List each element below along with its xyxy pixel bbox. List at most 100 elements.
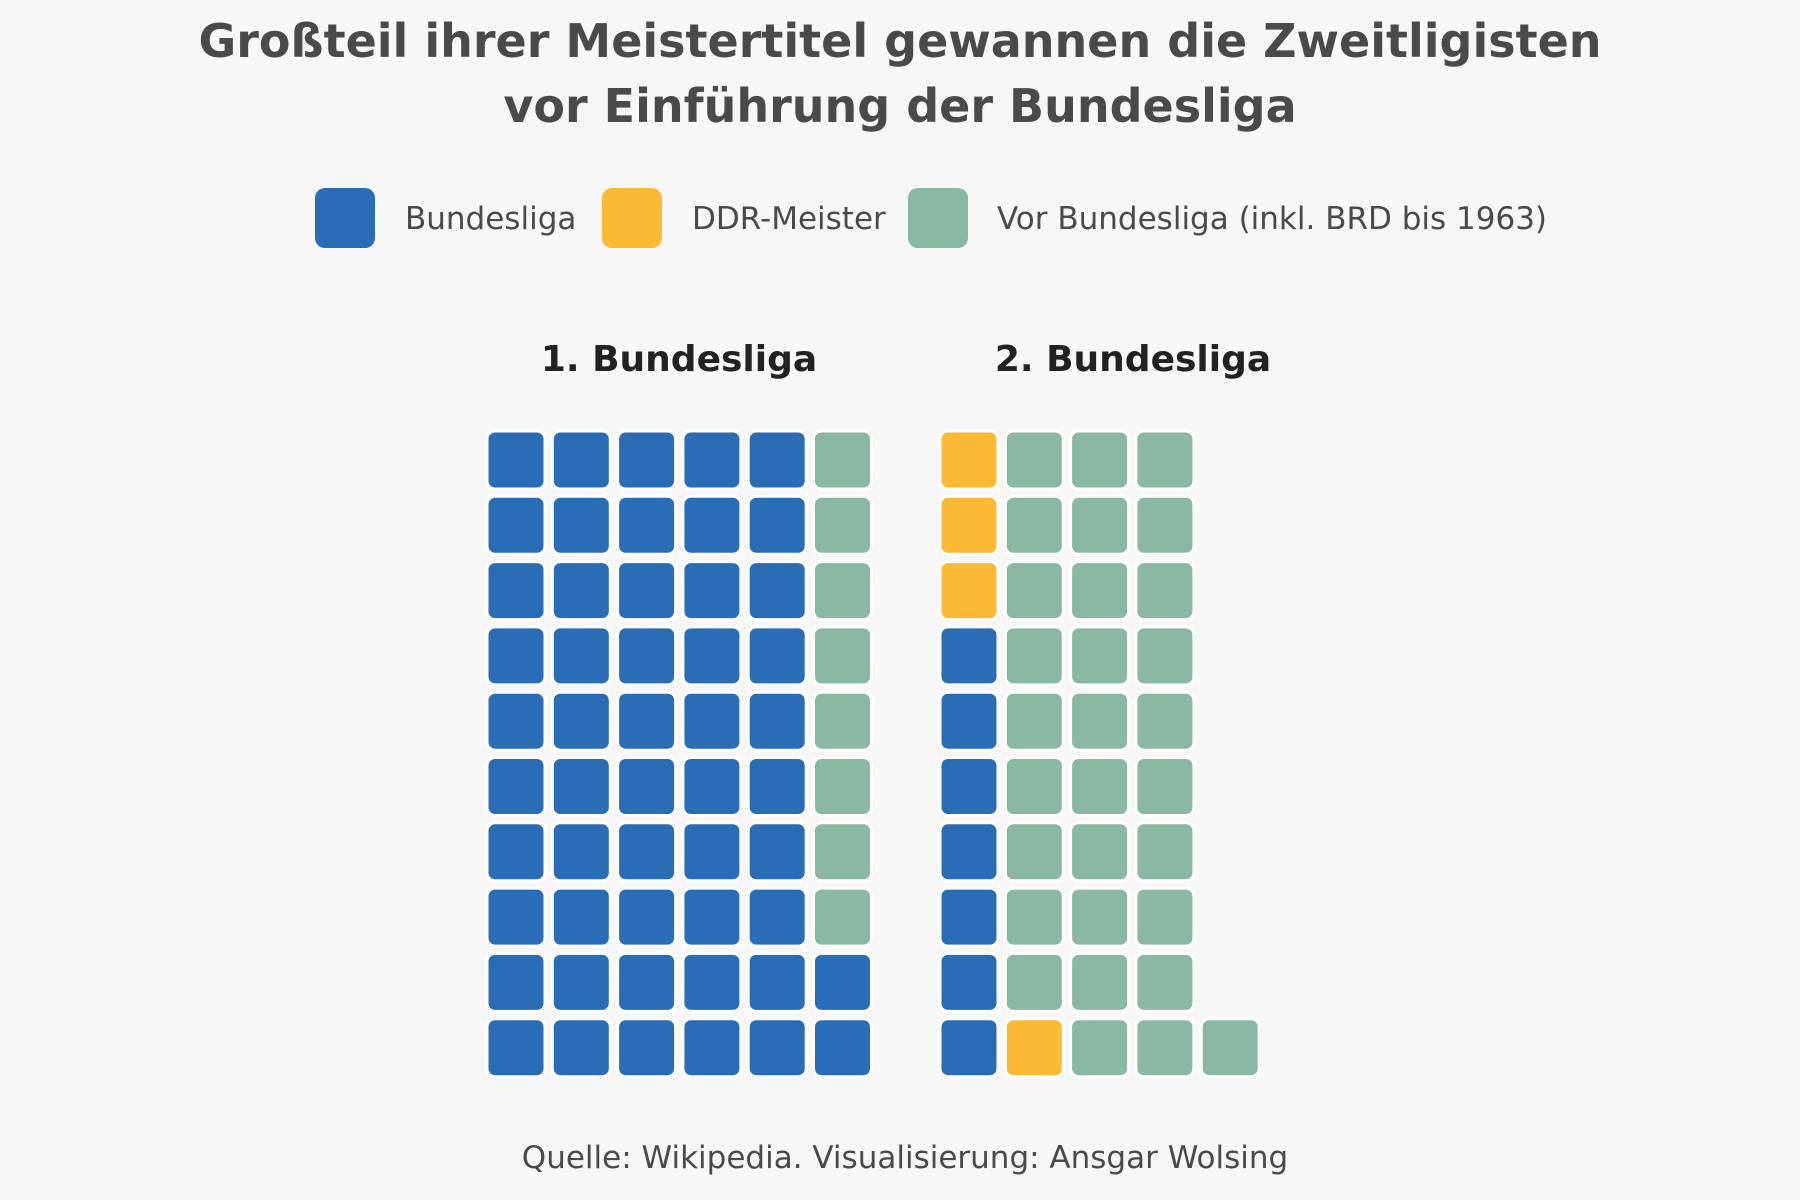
legend-label-ddr: DDR-Meister: [692, 201, 886, 237]
waffle-tile-vor: [1003, 951, 1065, 1013]
waffle-tile-bundesliga: [485, 821, 547, 883]
waffle-tile-vor: [1003, 625, 1065, 687]
waffle-tile-vor: [1003, 494, 1065, 556]
waffle-panel-2-bundesliga: [938, 429, 1261, 1079]
waffle-tile-vor: [1003, 886, 1065, 948]
waffle-tile-vor: [1069, 756, 1131, 817]
waffle-tile-bundesliga: [550, 690, 612, 752]
legend-swatch-ddr: [602, 188, 662, 248]
waffle-tile-bundesliga: [485, 756, 547, 817]
waffle-tile-vor: [812, 494, 873, 556]
waffle-tile-ddr: [938, 560, 1000, 622]
waffle-tile-bundesliga: [812, 1017, 873, 1079]
waffle-tile-ddr: [938, 429, 1000, 491]
waffle-tile-bundesliga: [746, 494, 808, 556]
legend-swatch-vor: [908, 188, 968, 248]
waffle-tile-vor: [1134, 951, 1196, 1013]
waffle-tile-vor: [1134, 886, 1196, 948]
waffle-tile-bundesliga: [681, 690, 743, 752]
waffle-tile-bundesliga: [746, 951, 808, 1013]
waffle-tile-vor: [1134, 625, 1196, 687]
waffle-tile-bundesliga: [616, 560, 678, 622]
waffle-panel-1-bundesliga: [485, 429, 873, 1079]
waffle-tile-bundesliga: [485, 429, 547, 491]
waffle-tile-bundesliga: [485, 625, 547, 687]
waffle-tile-bundesliga: [938, 756, 1000, 817]
waffle-tile-vor: [1069, 886, 1131, 948]
source-note: Quelle: Wikipedia. Visualisierung: Ansga…: [522, 1140, 1288, 1176]
waffle-tile-bundesliga: [746, 560, 808, 622]
waffle-tile-bundesliga: [938, 690, 1000, 752]
waffle-tile-vor: [812, 429, 873, 491]
waffle-tile-bundesliga: [485, 690, 547, 752]
waffle-tile-bundesliga: [550, 494, 612, 556]
waffle-tile-bundesliga: [746, 1017, 808, 1079]
waffle-tile-vor: [812, 756, 873, 817]
waffle-tile-vor: [1134, 690, 1196, 752]
waffle-tile-vor: [1069, 560, 1131, 622]
waffle-tile-bundesliga: [550, 560, 612, 622]
waffle-tile-vor: [1134, 821, 1196, 883]
waffle-tile-ddr: [938, 494, 1000, 556]
waffle-tile-vor: [1003, 690, 1065, 752]
waffle-tile-vor: [1069, 429, 1131, 491]
waffle-tile-vor: [812, 625, 873, 687]
waffle-tile-vor: [1069, 494, 1131, 556]
waffle-tile-bundesliga: [746, 886, 808, 948]
waffle-tile-bundesliga: [681, 821, 743, 883]
waffle-tile-vor: [1199, 1017, 1261, 1079]
waffle-tile-vor: [1134, 1017, 1196, 1079]
waffle-tile-bundesliga: [616, 625, 678, 687]
waffle-tile-bundesliga: [681, 951, 743, 1013]
waffle-tile-bundesliga: [550, 429, 612, 491]
legend-swatch-bundesliga: [315, 188, 375, 248]
waffle-tile-bundesliga: [616, 756, 678, 817]
waffle-tile-bundesliga: [938, 821, 1000, 883]
waffle-tile-bundesliga: [485, 494, 547, 556]
waffle-tile-bundesliga: [550, 756, 612, 817]
waffle-tile-vor: [1069, 690, 1131, 752]
waffle-tile-vor: [1069, 951, 1131, 1013]
waffle-tile-vor: [812, 560, 873, 622]
waffle-tile-bundesliga: [681, 560, 743, 622]
waffle-tile-vor: [1069, 625, 1131, 687]
panel-title-1-bundesliga: 1. Bundesliga: [541, 339, 817, 380]
waffle-tile-vor: [1003, 429, 1065, 491]
waffle-tile-bundesliga: [485, 951, 547, 1013]
waffle-tile-bundesliga: [616, 1017, 678, 1079]
waffle-tile-vor: [1003, 560, 1065, 622]
waffle-tile-bundesliga: [746, 429, 808, 491]
waffle-tile-vor: [812, 886, 873, 948]
waffle-tile-bundesliga: [746, 625, 808, 687]
waffle-tile-vor: [1069, 821, 1131, 883]
waffle-tile-bundesliga: [746, 821, 808, 883]
waffle-tile-bundesliga: [485, 560, 547, 622]
legend-label-vor: Vor Bundesliga (inkl. BRD bis 1963): [997, 201, 1547, 237]
waffle-tile-vor: [1069, 1017, 1131, 1079]
waffle-tile-bundesliga: [681, 494, 743, 556]
waffle-tile-bundesliga: [938, 951, 1000, 1013]
waffle-tile-vor: [1134, 429, 1196, 491]
waffle-tile-bundesliga: [550, 821, 612, 883]
waffle-tile-bundesliga: [550, 886, 612, 948]
waffle-tile-bundesliga: [812, 951, 873, 1013]
chart-title-line-2: vor Einführung der Bundesliga: [503, 79, 1296, 133]
waffle-tile-ddr: [1003, 1017, 1065, 1079]
waffle-tile-bundesliga: [681, 886, 743, 948]
chart-title-line-1: Großteil ihrer Meistertitel gewannen die…: [198, 14, 1601, 68]
waffle-tile-bundesliga: [616, 429, 678, 491]
waffle-tile-bundesliga: [616, 821, 678, 883]
waffle-tile-bundesliga: [616, 494, 678, 556]
waffle-tile-bundesliga: [746, 756, 808, 817]
waffle-tile-vor: [1003, 756, 1065, 817]
waffle-tile-bundesliga: [616, 951, 678, 1013]
waffle-tile-bundesliga: [681, 429, 743, 491]
waffle-tile-bundesliga: [550, 625, 612, 687]
waffle-tile-vor: [1134, 560, 1196, 622]
waffle-tile-bundesliga: [616, 690, 678, 752]
waffle-tile-bundesliga: [681, 625, 743, 687]
waffle-tile-bundesliga: [485, 886, 547, 948]
waffle-tile-bundesliga: [938, 625, 1000, 687]
waffle-tile-bundesliga: [938, 886, 1000, 948]
waffle-tile-vor: [812, 821, 873, 883]
